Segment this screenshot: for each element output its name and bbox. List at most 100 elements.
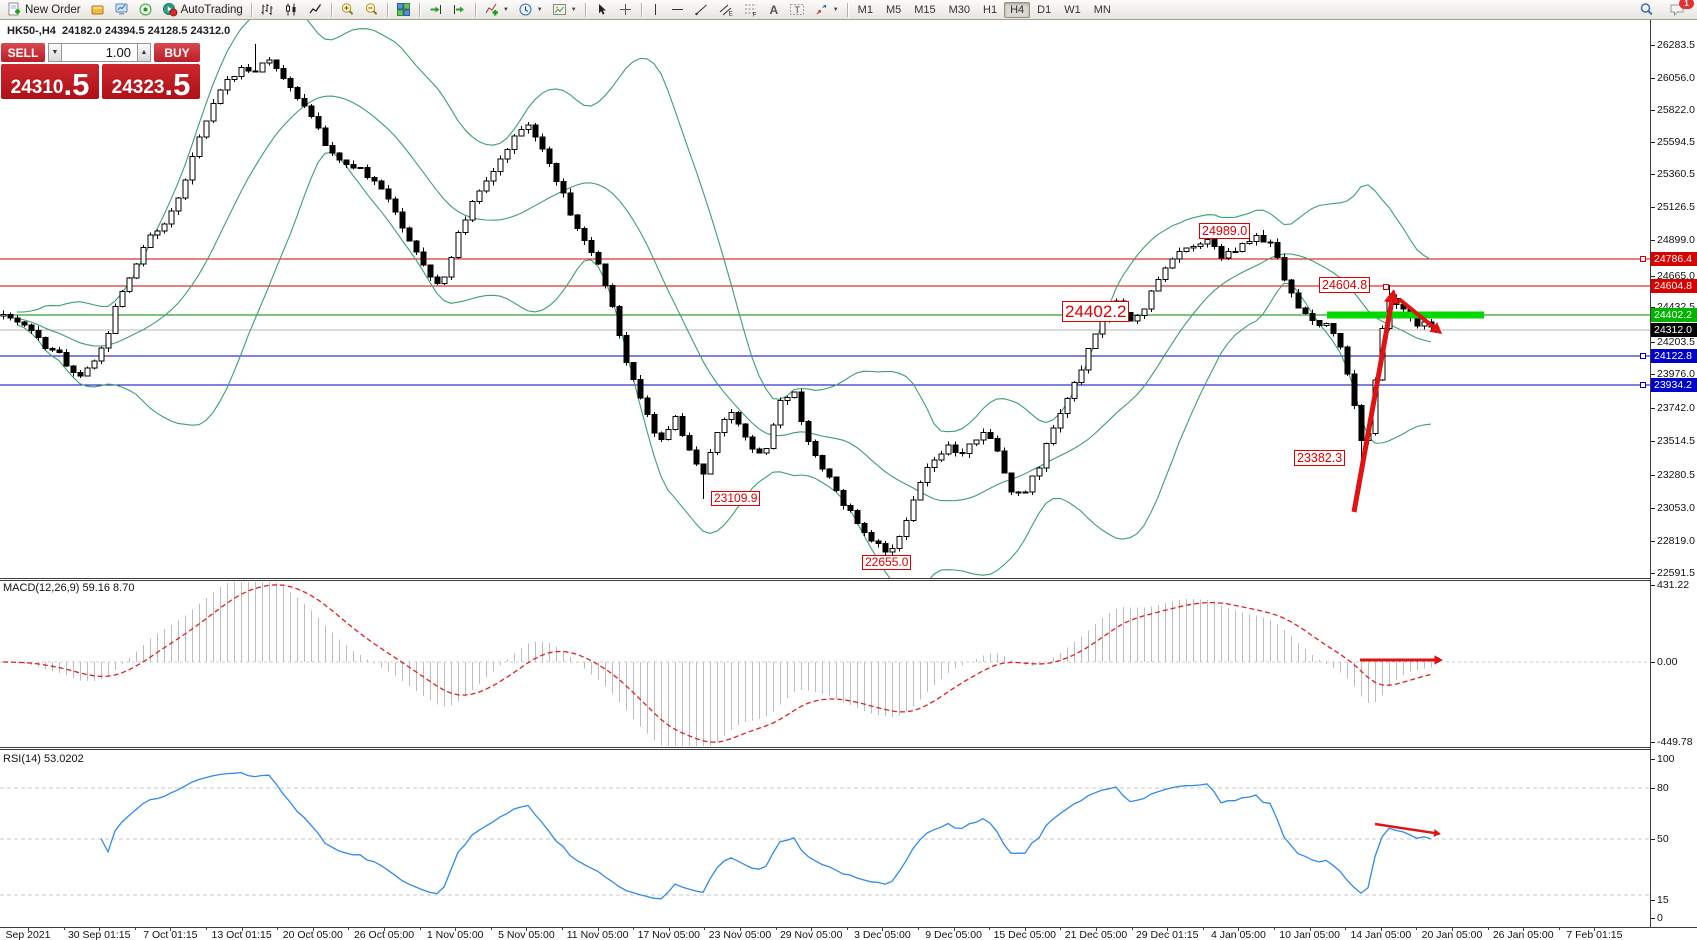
date-label: 3 Dec 05:00 — [854, 929, 911, 940]
templates-button[interactable]: ▼ — [548, 1, 581, 18]
date-label: 7 Oct 01:15 — [143, 929, 198, 940]
date-tick — [740, 928, 741, 931]
price-axis-line — [1650, 20, 1651, 927]
timeframe-d1[interactable]: D1 — [1031, 2, 1057, 18]
toolbar: New Order AutoTrading ▼ ▼ ▼ E F A T ▼ M1 M5 M15 M30 H1… — [0, 0, 1697, 20]
chevron-down-icon: ▼ — [502, 6, 509, 13]
chart-shift-button[interactable] — [448, 1, 471, 18]
timeframe-h1[interactable]: H1 — [977, 2, 1003, 18]
candlestick-chart-button[interactable] — [280, 1, 303, 18]
price-tick — [1651, 475, 1655, 476]
date-label: 11 Nov 05:00 — [566, 929, 629, 940]
signal-button[interactable] — [134, 1, 157, 18]
tile-windows-icon — [396, 2, 411, 17]
price-tick-label: 22819.0 — [1657, 535, 1695, 547]
indicator-tick-label: 80 — [1657, 782, 1669, 794]
price-tick — [1651, 541, 1655, 542]
volume-input[interactable]: 1.00 — [62, 43, 137, 62]
price-annotation[interactable]: 22655.0 — [862, 555, 912, 571]
cursor-icon — [594, 2, 609, 17]
macd-panel-divider[interactable] — [0, 578, 1650, 579]
text-button[interactable]: A — [763, 1, 784, 18]
metaeditor-button[interactable] — [86, 1, 109, 18]
timeframe-m5[interactable]: M5 — [880, 2, 907, 18]
svg-text:A: A — [769, 3, 778, 17]
price-tick-label: 23280.5 — [1657, 469, 1695, 481]
volume-decrease-button[interactable]: ▼ — [48, 43, 62, 62]
price-annotation[interactable]: 24604.8 — [1319, 277, 1371, 293]
date-minor-tick — [134, 928, 136, 930]
timeframe-h4[interactable]: H4 — [1004, 1, 1031, 18]
fibonacci-button[interactable]: F — [739, 1, 762, 18]
line-endpoint-marker — [1640, 353, 1646, 359]
date-label: 17 Nov 05:00 — [637, 929, 701, 940]
auto-scroll-button[interactable] — [424, 1, 447, 18]
zoom-in-button[interactable] — [336, 1, 359, 18]
timeframe-mn[interactable]: MN — [1088, 2, 1117, 18]
upload-chart-button[interactable] — [110, 1, 133, 18]
cursor-button[interactable] — [590, 1, 613, 18]
date-label: 4 Jan 05:00 — [1210, 929, 1266, 940]
timeframe-m1[interactable]: M1 — [852, 2, 879, 18]
svg-text:F: F — [752, 12, 756, 18]
date-minor-tick — [918, 928, 919, 930]
periods-button[interactable]: ▼ — [514, 1, 547, 18]
price-annotation[interactable]: 24402.2 — [1062, 301, 1130, 323]
rsi-indicator-label: RSI(14) 53.0202 — [3, 753, 84, 765]
svg-text:T: T — [794, 5, 800, 15]
bar-chart-button[interactable] — [256, 1, 279, 18]
rsi-panel-chart[interactable] — [0, 750, 1650, 927]
date-minor-tick — [1131, 928, 1133, 930]
sell-quote-button[interactable]: 24310.5 — [1, 64, 99, 100]
line-chart-button[interactable] — [304, 1, 327, 18]
main-chart[interactable] — [0, 20, 1650, 578]
crosshair-button[interactable] — [614, 1, 637, 18]
timeframe-m15[interactable]: M15 — [908, 2, 941, 18]
toolbar-right-group: 1 — [1635, 0, 1694, 18]
hline-button[interactable] — [666, 1, 689, 18]
date-tick — [1523, 928, 1525, 931]
tile-windows-button[interactable] — [392, 1, 415, 18]
date-tick — [1167, 928, 1169, 931]
price-annotation[interactable]: 24989.0 — [1199, 223, 1251, 239]
notifications-button[interactable]: 1 — [1665, 0, 1694, 18]
price-level-badge: 24122.8 — [1651, 349, 1697, 364]
arrows-button[interactable]: ▼ — [810, 1, 843, 18]
date-tick — [455, 928, 457, 931]
price-tick-label: 22591.5 — [1657, 567, 1695, 579]
rsi-panel-divider-line — [0, 749, 1650, 750]
toolbar-separator — [330, 2, 332, 17]
sell-button[interactable]: SELL — [1, 43, 45, 62]
trendline-button[interactable] — [690, 1, 713, 18]
volume-increase-button[interactable]: ▲ — [137, 43, 151, 62]
date-minor-tick — [562, 928, 563, 930]
buy-button[interactable]: BUY — [154, 43, 200, 62]
price-level-badge: 23934.2 — [1651, 378, 1697, 393]
date-tick — [526, 928, 528, 931]
buy-quote-button[interactable]: 24323.5 — [102, 64, 200, 100]
date-axis[interactable] — [0, 927, 1697, 940]
channel-button[interactable]: E — [714, 1, 738, 18]
timeframe-m30[interactable]: M30 — [943, 2, 976, 18]
price-annotation[interactable]: 23109.9 — [711, 491, 761, 507]
price-tick — [1651, 508, 1655, 509]
date-minor-tick — [63, 928, 65, 930]
rsi-panel-divider[interactable] — [0, 747, 1650, 748]
price-annotation[interactable]: 23382.3 — [1294, 450, 1346, 466]
label-button[interactable]: T — [785, 1, 809, 18]
price-level-badge: 24402.2 — [1651, 308, 1697, 323]
price-tick — [1651, 342, 1655, 343]
search-button[interactable] — [1635, 1, 1659, 18]
zoom-out-button[interactable] — [360, 1, 383, 18]
line-endpoint-marker — [1640, 382, 1646, 388]
macd-panel-chart[interactable] — [0, 581, 1650, 746]
timeframe-w1[interactable]: W1 — [1058, 2, 1087, 18]
vline-button[interactable] — [646, 1, 665, 18]
new-order-button[interactable]: New Order — [3, 1, 85, 18]
toolbar-separator — [418, 2, 420, 17]
indicator-tick-label: -449.78 — [1657, 736, 1693, 748]
price-tick-label: 26056.0 — [1657, 72, 1695, 84]
add-indicator-button[interactable]: ▼ — [480, 1, 513, 18]
autotrading-button[interactable]: AutoTrading — [158, 1, 247, 18]
